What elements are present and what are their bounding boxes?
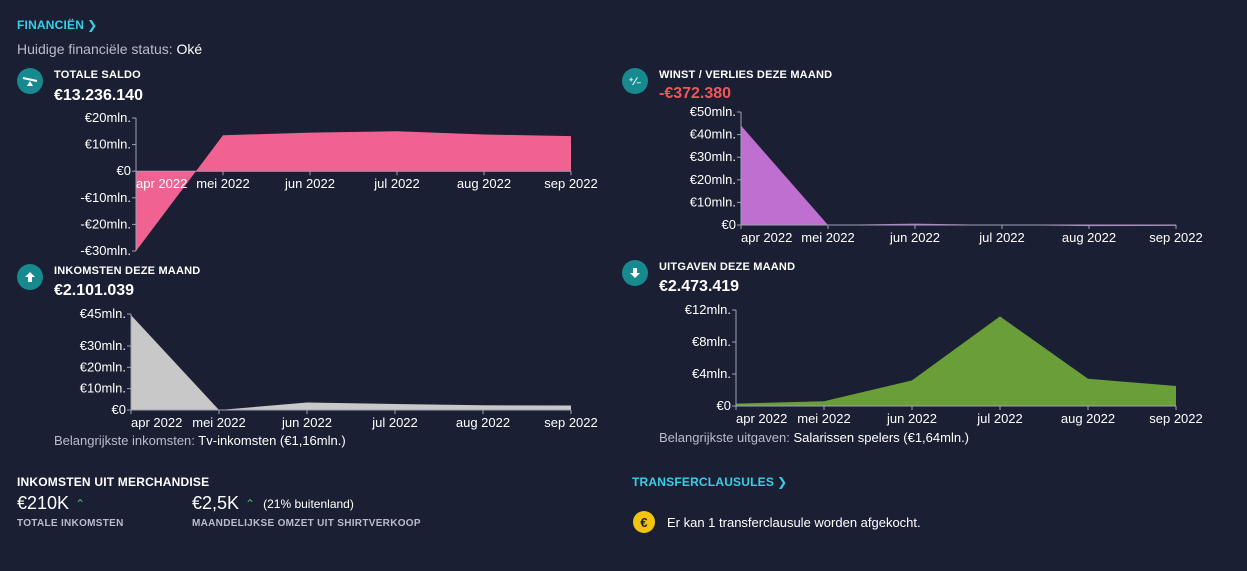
- expenses-x-tick-label: jul 2022: [976, 411, 1023, 426]
- profit-y-tick-label: €30mln.: [690, 149, 736, 164]
- profit-area: [741, 125, 1176, 227]
- financial-status-label: Huidige financiële status:: [17, 41, 173, 57]
- finances-title: FINANCIËN: [17, 18, 85, 32]
- income-y-tick-label: €20mln.: [80, 359, 126, 374]
- expenses-chart: €12mln. €8mln. €4mln. €0 apr 2022 mei 2022 jun…: [685, 302, 1203, 426]
- merchandise-title: INKOMSTEN UIT MERCHANDISE: [17, 475, 210, 489]
- profit-x-tick-label: jun 2022: [889, 230, 940, 245]
- balance-y-tick-label: -€20mln.: [80, 216, 131, 231]
- profit-y-tick-label: €10mln.: [690, 194, 736, 209]
- income-note: Belangrijkste inkomsten: Tv-inkomsten (€…: [54, 433, 346, 448]
- transfer-clauses-title: TRANSFERCLAUSULES: [632, 475, 775, 489]
- income-y-tick-label: €0: [112, 402, 126, 417]
- profit-x-tick-label: sep 2022: [1149, 230, 1203, 245]
- income-x-tick-label: aug 2022: [456, 415, 510, 430]
- balance-y-tick-label: €20mln.: [85, 110, 131, 125]
- balance-x-tick-label: mei 2022: [196, 176, 249, 191]
- expenses-y-tick-label: €8mln.: [692, 334, 731, 349]
- chevron-right-icon: ❯: [87, 18, 98, 32]
- financial-status-value: Oké: [176, 41, 203, 57]
- income-value: €2.101.039: [54, 282, 135, 299]
- income-y-tick-label: €30mln.: [80, 338, 126, 353]
- trend-up-icon: ⌃: [75, 496, 86, 511]
- income-note-label: Belangrijkste inkomsten:: [54, 433, 195, 448]
- balance-x-tick-label: jun 2022: [284, 176, 335, 191]
- arrow-up-icon: [17, 264, 43, 290]
- expenses-value: €2.473.419: [659, 278, 740, 295]
- expenses-y-tick-label: €0: [717, 398, 731, 413]
- balance-y-tick-label: -€30mln.: [80, 243, 131, 258]
- profit-x-tick-label: apr 2022: [741, 230, 792, 245]
- balance-x-tick-label: aug 2022: [457, 176, 511, 191]
- income-x-tick-label: mei 2022: [192, 415, 245, 430]
- profit-x-tick-label: aug 2022: [1062, 230, 1116, 245]
- merch-total-label: TOTALE INKOMSTEN: [17, 518, 124, 529]
- profit-x-tick-label: jul 2022: [978, 230, 1025, 245]
- plus-minus-icon: ⁺∕₋: [622, 68, 648, 94]
- transfer-clause-message: Er kan 1 transferclausule worden afgekoc…: [667, 514, 921, 530]
- expenses-x-tick-label: sep 2022: [1149, 411, 1203, 426]
- balance-y-tick-label: €0: [117, 163, 131, 178]
- expenses-x-tick-label: aug 2022: [1061, 411, 1115, 426]
- merch-monthly: €2,5K ⌃ (21% buitenland): [192, 493, 354, 514]
- expenses-note-label: Belangrijkste uitgaven:: [659, 430, 790, 445]
- merch-monthly-label: MAANDELIJKSE OMZET UIT SHIRTVERKOOP: [192, 518, 421, 529]
- balance-x-tick-label: jul 2022: [373, 176, 420, 191]
- financial-status: Huidige financiële status: Oké: [17, 41, 202, 57]
- income-note-value: Tv-inkomsten (€1,16mln.): [198, 433, 346, 448]
- balance-x-tick-label: apr 2022: [136, 176, 187, 191]
- profit-x-tick-label: mei 2022: [801, 230, 854, 245]
- income-x-tick-label: apr 2022: [131, 415, 182, 430]
- transfer-clause-row: € Er kan 1 transferclausule worden afgek…: [633, 511, 921, 533]
- expenses-y-tick-label: €4mln.: [692, 366, 731, 381]
- expenses-x-tick-label: apr 2022: [736, 411, 787, 426]
- balance-y-tick-label: -€10mln.: [80, 190, 131, 205]
- income-chart: €45mln. €30mln. €20mln. €10mln. €0 apr 2022 me…: [80, 306, 598, 430]
- income-y-tick-label: €10mln.: [80, 381, 126, 396]
- balance-chart: €20mln. €10mln. €0 -€10mln. -€20mln. -€30mln.…: [80, 110, 598, 258]
- merch-monthly-value: €2,5K: [192, 493, 240, 513]
- expenses-x-tick-label: jun 2022: [886, 411, 937, 426]
- income-y-tick-label: €45mln.: [80, 306, 126, 321]
- balance-title: TOTALE SALDO: [54, 69, 141, 81]
- balance-y-tick-label: €10mln.: [85, 137, 131, 152]
- euro-coin-icon: €: [633, 511, 655, 533]
- transfer-clauses-link[interactable]: TRANSFERCLAUSULES ❯: [632, 475, 787, 489]
- balance-x-tick-label: sep 2022: [544, 176, 598, 191]
- profit-y-tick-label: €40mln.: [690, 127, 736, 142]
- balance-area: [136, 131, 571, 251]
- expenses-note-value: Salarissen spelers (€1,64mln.): [793, 430, 970, 445]
- trend-up-icon: ⌃: [245, 496, 256, 511]
- expenses-area: [736, 316, 1176, 406]
- expenses-note: Belangrijkste uitgaven: Salarissen spele…: [659, 430, 969, 445]
- expenses-title: UITGAVEN DEZE MAAND: [659, 261, 796, 273]
- profit-y-tick-label: €50mln.: [690, 104, 736, 119]
- expenses-y-tick-label: €12mln.: [685, 302, 731, 317]
- profit-title: WINST / VERLIES DEZE MAAND: [659, 69, 833, 81]
- profit-value: -€372.380: [659, 85, 732, 102]
- balance-scale-icon: [17, 68, 43, 94]
- merch-monthly-extra: (21% buitenland): [263, 496, 354, 511]
- income-x-tick-label: jul 2022: [371, 415, 418, 430]
- income-x-tick-label: jun 2022: [281, 415, 332, 430]
- balance-value: €13.236.140: [54, 87, 143, 104]
- chevron-right-icon: ❯: [777, 475, 788, 489]
- finances-link[interactable]: FINANCIËN ❯: [17, 18, 97, 32]
- income-x-tick-label: sep 2022: [544, 415, 598, 430]
- profit-y-tick-label: €20mln.: [690, 172, 736, 187]
- profit-chart: €50mln. €40mln. €30mln. €20mln. €10mln. €0 apr…: [690, 104, 1203, 245]
- merch-total: €210K ⌃: [17, 493, 85, 514]
- income-area: [131, 315, 571, 410]
- profit-y-tick-label: €0: [722, 217, 736, 232]
- arrow-down-icon: [622, 260, 648, 286]
- income-title: INKOMSTEN DEZE MAAND: [54, 265, 201, 277]
- expenses-x-tick-label: mei 2022: [797, 411, 850, 426]
- merch-total-value: €210K: [17, 493, 70, 513]
